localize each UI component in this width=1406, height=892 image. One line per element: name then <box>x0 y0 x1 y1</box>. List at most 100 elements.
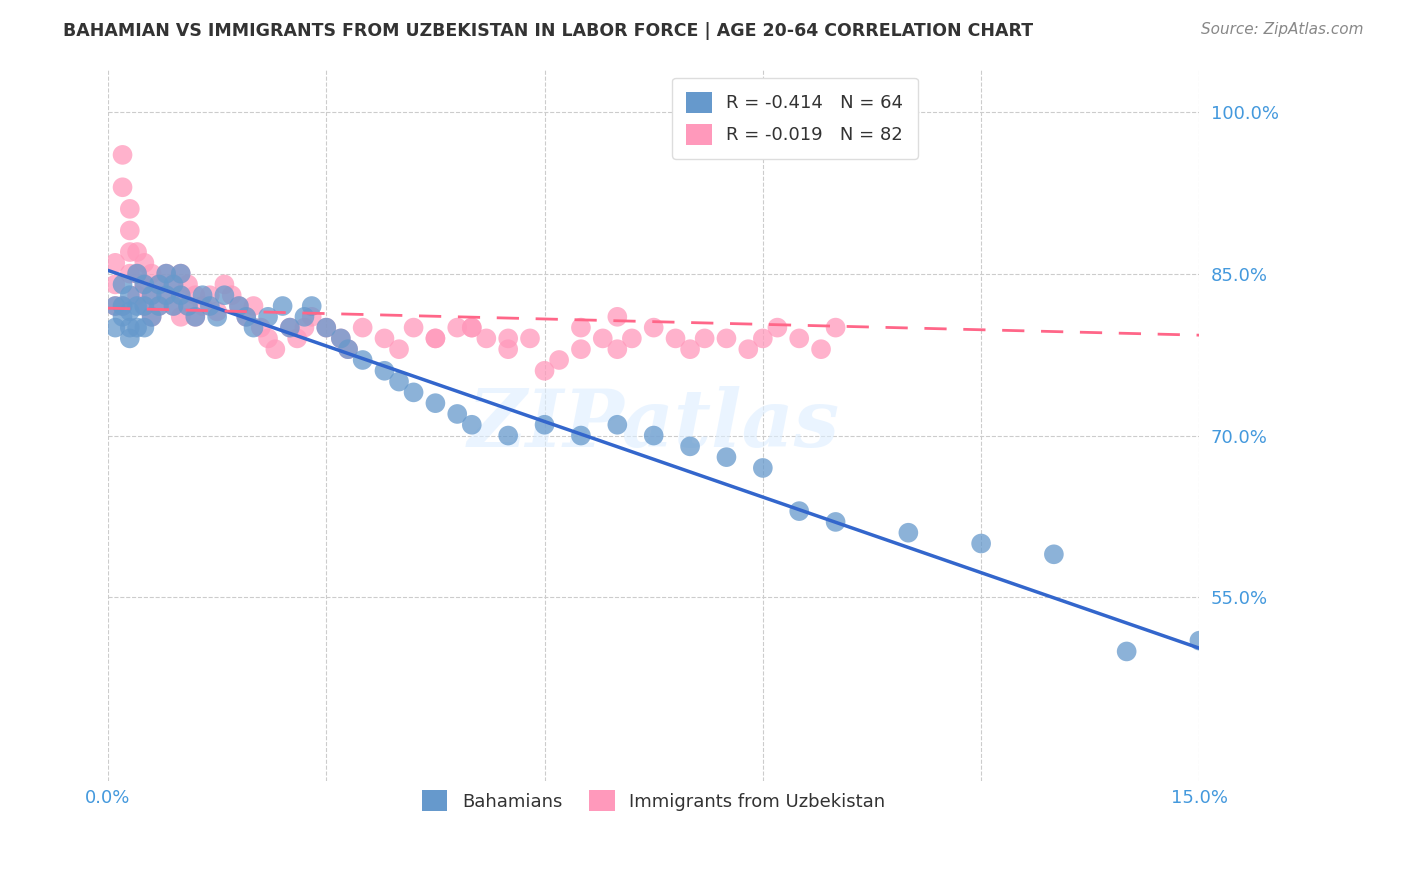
Point <box>519 331 541 345</box>
Point <box>198 288 221 302</box>
Point <box>104 299 127 313</box>
Point <box>425 396 447 410</box>
Point <box>155 267 177 281</box>
Point <box>170 288 193 302</box>
Point <box>111 277 134 292</box>
Point <box>620 331 643 345</box>
Point <box>148 299 170 313</box>
Point <box>569 320 592 334</box>
Text: ZIPatlas: ZIPatlas <box>468 386 839 464</box>
Point <box>278 320 301 334</box>
Point <box>402 320 425 334</box>
Point <box>329 331 352 345</box>
Point <box>141 310 163 324</box>
Point <box>294 310 316 324</box>
Point <box>679 439 702 453</box>
Point <box>402 385 425 400</box>
Point <box>177 299 200 313</box>
Legend: Bahamians, Immigrants from Uzbekistan: Bahamians, Immigrants from Uzbekistan <box>408 776 900 825</box>
Point <box>141 310 163 324</box>
Point <box>897 525 920 540</box>
Point <box>214 288 236 302</box>
Point <box>104 320 127 334</box>
Point <box>134 299 156 313</box>
Point <box>425 331 447 345</box>
Point <box>337 342 360 356</box>
Point <box>127 320 149 334</box>
Point <box>766 320 789 334</box>
Point <box>170 267 193 281</box>
Point <box>533 364 555 378</box>
Point <box>278 320 301 334</box>
Point <box>141 267 163 281</box>
Text: BAHAMIAN VS IMMIGRANTS FROM UZBEKISTAN IN LABOR FORCE | AGE 20-64 CORRELATION CH: BAHAMIAN VS IMMIGRANTS FROM UZBEKISTAN I… <box>63 22 1033 40</box>
Point <box>162 299 184 313</box>
Point <box>569 428 592 442</box>
Point <box>191 288 214 302</box>
Point <box>228 299 250 313</box>
Point <box>787 331 810 345</box>
Point <box>425 331 447 345</box>
Point <box>606 417 628 432</box>
Point <box>134 277 156 292</box>
Point <box>388 342 411 356</box>
Point <box>228 299 250 313</box>
Point <box>177 299 200 313</box>
Point <box>170 310 193 324</box>
Point <box>118 267 141 281</box>
Point <box>496 331 519 345</box>
Point <box>148 277 170 292</box>
Point <box>461 320 484 334</box>
Point <box>134 320 156 334</box>
Point <box>127 288 149 302</box>
Point <box>294 320 316 334</box>
Point <box>643 320 665 334</box>
Point <box>264 342 287 356</box>
Point <box>155 288 177 302</box>
Point <box>141 288 163 302</box>
Point <box>716 331 738 345</box>
Point <box>970 536 993 550</box>
Point <box>301 310 323 324</box>
Point <box>221 288 243 302</box>
Point <box>141 288 163 302</box>
Point <box>127 245 149 260</box>
Point <box>1115 644 1137 658</box>
Point <box>679 342 702 356</box>
Point <box>162 277 184 292</box>
Point <box>496 342 519 356</box>
Point <box>118 320 141 334</box>
Point <box>111 180 134 194</box>
Point <box>373 331 395 345</box>
Point <box>271 299 294 313</box>
Point <box>664 331 686 345</box>
Point <box>301 299 323 313</box>
Point <box>606 310 628 324</box>
Point <box>337 342 360 356</box>
Point <box>569 342 592 356</box>
Point <box>162 277 184 292</box>
Point <box>548 353 571 368</box>
Point <box>446 320 468 334</box>
Point <box>191 299 214 313</box>
Point <box>388 375 411 389</box>
Point <box>824 320 846 334</box>
Point <box>1188 633 1211 648</box>
Point <box>184 310 207 324</box>
Point <box>249 320 271 334</box>
Point <box>170 288 193 302</box>
Point <box>716 450 738 464</box>
Point <box>787 504 810 518</box>
Point <box>134 256 156 270</box>
Point <box>752 461 775 475</box>
Point <box>446 407 468 421</box>
Point <box>104 277 127 292</box>
Point <box>184 288 207 302</box>
Point <box>111 299 134 313</box>
Point <box>315 320 337 334</box>
Point <box>155 288 177 302</box>
Point <box>235 310 257 324</box>
Point <box>592 331 614 345</box>
Point <box>1043 547 1066 561</box>
Point <box>118 288 141 302</box>
